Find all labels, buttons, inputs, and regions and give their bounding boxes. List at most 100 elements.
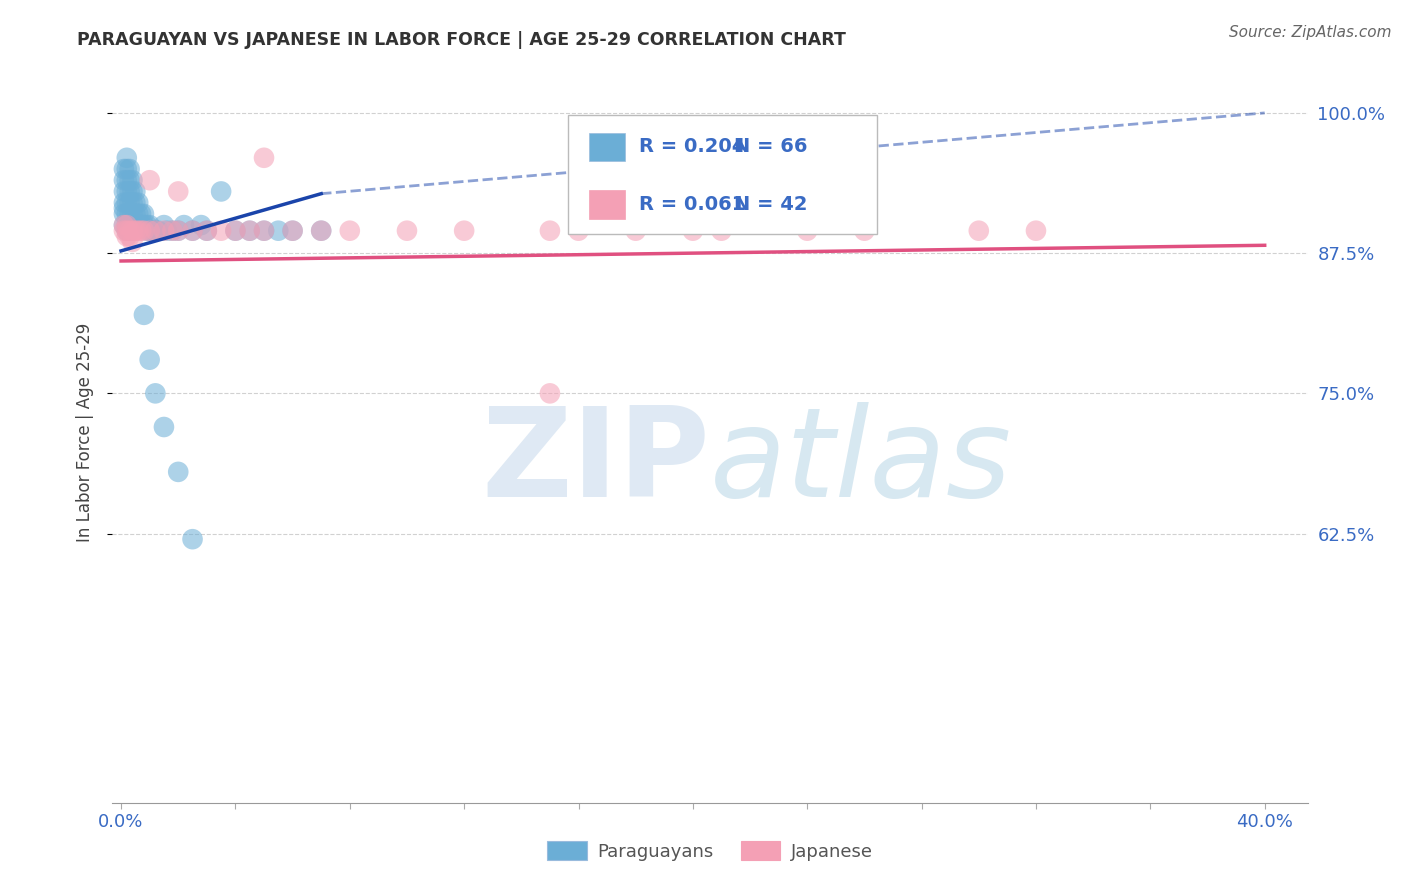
Point	[115, 224, 138, 238]
Text: N = 66: N = 66	[734, 137, 807, 156]
Point	[112, 161, 135, 176]
Point	[538, 386, 561, 401]
Point	[138, 218, 160, 232]
Point	[138, 224, 160, 238]
Point	[253, 224, 276, 238]
Point	[124, 195, 146, 210]
Point	[118, 224, 141, 238]
Point	[141, 224, 163, 238]
Point	[162, 224, 184, 238]
Point	[127, 195, 149, 210]
Point	[167, 224, 190, 238]
Point	[132, 224, 155, 238]
Point	[239, 224, 262, 238]
Point	[138, 352, 160, 367]
Point	[118, 195, 141, 210]
Point	[156, 224, 179, 238]
Point	[132, 308, 155, 322]
Text: N = 42: N = 42	[734, 194, 807, 214]
Point	[138, 173, 160, 187]
Point	[145, 386, 167, 401]
Point	[124, 218, 146, 232]
Point	[112, 201, 135, 215]
Point	[118, 185, 141, 199]
Text: Source: ZipAtlas.com: Source: ZipAtlas.com	[1229, 25, 1392, 40]
Point	[145, 224, 167, 238]
Point	[112, 195, 135, 210]
Point	[624, 224, 647, 238]
Point	[118, 224, 141, 238]
Text: R = 0.061: R = 0.061	[638, 194, 745, 214]
Point	[181, 224, 204, 238]
Point	[190, 218, 212, 232]
Point	[167, 185, 190, 199]
Point	[118, 229, 141, 244]
Point	[453, 224, 475, 238]
Point	[112, 218, 135, 232]
Point	[253, 151, 276, 165]
Point	[195, 224, 218, 238]
Point	[112, 218, 135, 232]
Point	[118, 207, 141, 221]
Point	[121, 235, 143, 249]
Point	[148, 224, 170, 238]
Point	[309, 224, 332, 238]
Point	[135, 218, 157, 232]
Point	[112, 173, 135, 187]
Point	[124, 185, 146, 199]
Point	[118, 173, 141, 187]
Point	[115, 173, 138, 187]
Point	[267, 224, 290, 238]
Point	[127, 207, 149, 221]
Point	[121, 173, 143, 187]
Text: PARAGUAYAN VS JAPANESE IN LABOR FORCE | AGE 25-29 CORRELATION CHART: PARAGUAYAN VS JAPANESE IN LABOR FORCE | …	[77, 31, 846, 49]
Point	[132, 218, 155, 232]
Point	[112, 224, 135, 238]
Point	[115, 218, 138, 232]
Legend: Paraguayans, Japanese: Paraguayans, Japanese	[540, 833, 880, 868]
Point	[145, 224, 167, 238]
Point	[395, 224, 418, 238]
Point	[115, 151, 138, 165]
Point	[129, 207, 152, 221]
Point	[112, 185, 135, 199]
Point	[115, 218, 138, 232]
Point	[209, 224, 232, 238]
Text: R = 0.204: R = 0.204	[638, 137, 745, 156]
Point	[224, 224, 246, 238]
Point	[567, 224, 589, 238]
Point	[132, 207, 155, 221]
Point	[115, 224, 138, 238]
Point	[309, 224, 332, 238]
Point	[135, 224, 157, 238]
Point	[710, 224, 733, 238]
Text: ZIP: ZIP	[481, 401, 710, 523]
Point	[121, 207, 143, 221]
Point	[167, 224, 190, 238]
Point	[153, 224, 176, 238]
Point	[138, 224, 160, 238]
Point	[339, 224, 361, 238]
Point	[153, 420, 176, 434]
Point	[967, 224, 990, 238]
Point	[121, 185, 143, 199]
Point	[115, 185, 138, 199]
Point	[853, 224, 876, 238]
Point	[682, 224, 704, 238]
Point	[153, 218, 176, 232]
Point	[121, 224, 143, 238]
Point	[124, 207, 146, 221]
Point	[538, 224, 561, 238]
Point	[118, 161, 141, 176]
Point	[281, 224, 304, 238]
Point	[162, 224, 184, 238]
Text: atlas: atlas	[710, 401, 1012, 523]
Point	[115, 161, 138, 176]
Point	[181, 532, 204, 546]
Point	[209, 185, 232, 199]
Y-axis label: In Labor Force | Age 25-29: In Labor Force | Age 25-29	[76, 323, 94, 542]
Point	[1025, 224, 1047, 238]
Point	[224, 224, 246, 238]
Point	[121, 195, 143, 210]
Point	[253, 224, 276, 238]
